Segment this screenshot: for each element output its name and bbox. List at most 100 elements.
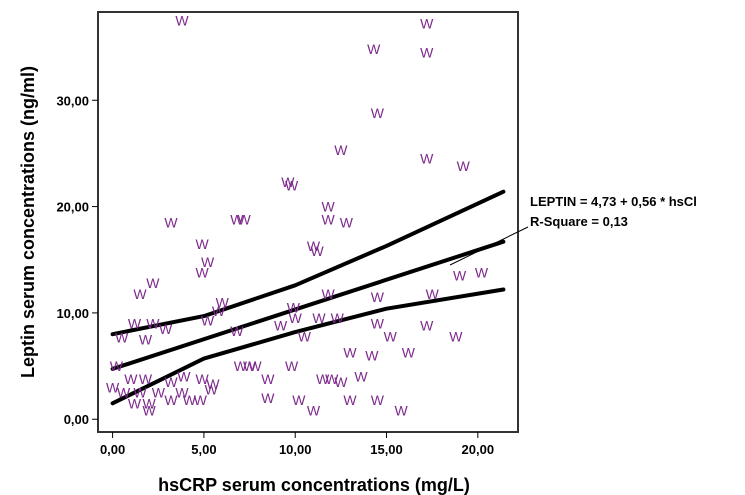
x-axis-ticks: 0,00 5,00 10,00 15,00 20,00: [100, 432, 494, 457]
data-point-73: W: [128, 395, 142, 411]
fit-line-2: [110, 239, 506, 371]
data-point-7: W: [420, 151, 434, 167]
r-square-label: R-Square = 0,13: [530, 214, 628, 229]
x-axis-title: hsCRP serum concentrations (mg/L): [158, 475, 470, 495]
fit-lines: [110, 189, 506, 406]
data-point-5: W: [371, 105, 385, 121]
data-point-54: W: [248, 358, 262, 374]
data-point-55: W: [285, 358, 299, 374]
data-point-62: W: [261, 371, 275, 387]
data-point-80: W: [343, 392, 357, 408]
data-point-70: W: [152, 385, 166, 401]
data-point-28: W: [426, 286, 440, 302]
data-point-10: W: [285, 177, 299, 193]
data-point-19: W: [201, 254, 215, 270]
data-point-84: W: [394, 403, 408, 419]
data-point-9: W: [281, 174, 295, 190]
data-point-40: W: [420, 318, 434, 334]
data-point-15: W: [340, 215, 354, 231]
data-point-68: W: [117, 385, 131, 401]
data-point-30: W: [475, 265, 489, 281]
data-point-79: W: [292, 392, 306, 408]
data-point-13: W: [230, 211, 244, 227]
x-tick-label: 10,00: [279, 442, 312, 457]
data-point-46: W: [384, 328, 398, 344]
data-point-44: W: [274, 318, 288, 334]
data-point-29: W: [453, 268, 467, 284]
data-point-63: W: [316, 371, 330, 387]
x-tick-label: 0,00: [100, 442, 125, 457]
data-point-59: W: [177, 369, 191, 385]
data-point-43: W: [230, 323, 244, 339]
data-point-21: W: [195, 265, 209, 281]
data-point-60: W: [195, 371, 209, 387]
data-point-76: W: [183, 392, 197, 408]
data-point-35: W: [201, 312, 215, 328]
data-point-72: W: [205, 382, 219, 398]
data-point-74: W: [142, 395, 156, 411]
data-point-49: W: [365, 347, 379, 363]
data-point-22: W: [146, 275, 160, 291]
y-axis-ticks: 0,00 10,00 20,00 30,00: [56, 93, 98, 427]
data-point-4: W: [420, 44, 434, 60]
data-point-6: W: [334, 142, 348, 158]
data-point-33: W: [146, 316, 160, 332]
data-point-8: W: [457, 158, 471, 174]
y-tick-label: 0,00: [64, 412, 89, 427]
data-point-31: W: [287, 300, 301, 316]
data-point-71: W: [175, 385, 189, 401]
x-tick-label: 20,00: [462, 442, 495, 457]
data-point-18: W: [307, 238, 321, 254]
plot-frame: [97, 11, 519, 433]
annotation-leader-line: [449, 226, 529, 266]
fit-line-3: [110, 189, 506, 337]
data-point-64: W: [325, 371, 339, 387]
data-point-82: W: [142, 403, 156, 419]
data-point-77: W: [194, 392, 208, 408]
data-point-61: W: [206, 376, 220, 392]
data-point-53: W: [243, 358, 257, 374]
data-point-51: W: [110, 358, 124, 374]
data-point-23: W: [133, 286, 147, 302]
data-point-69: W: [133, 385, 147, 401]
y-tick-label: 10,00: [56, 306, 89, 321]
data-point-11: W: [321, 199, 335, 215]
data-point-42: W: [139, 332, 153, 348]
y-axis-title: Leptin serum concentrations (ng/ml): [18, 66, 38, 378]
data-point-12: W: [321, 211, 335, 227]
x-tick-label: 5,00: [191, 442, 216, 457]
x-tick-label: 15,00: [370, 442, 403, 457]
data-point-75: W: [164, 392, 178, 408]
data-point-81: W: [371, 392, 385, 408]
data-point-3: W: [367, 41, 381, 57]
data-point-45: W: [298, 328, 312, 344]
data-point-47: W: [449, 328, 463, 344]
data-point-16: W: [164, 215, 178, 231]
data-point-83: W: [307, 403, 321, 419]
data-point-20: W: [310, 243, 324, 259]
data-point-52: W: [234, 358, 248, 374]
data-point-48: W: [343, 344, 357, 360]
data-point-50: W: [402, 344, 416, 360]
data-point-56: W: [124, 371, 138, 387]
data-point-37: W: [312, 310, 326, 326]
y-tick-label: 20,00: [56, 200, 89, 215]
data-point-27: W: [371, 289, 385, 305]
fit-line-1: [110, 287, 506, 406]
data-point-36: W: [289, 310, 303, 326]
data-point-58: W: [164, 374, 178, 390]
data-point-38: W: [331, 310, 345, 326]
data-point-1: W: [175, 13, 189, 29]
data-point-67: W: [106, 379, 120, 395]
data-point-14: W: [237, 211, 251, 227]
data-point-41: W: [115, 329, 129, 345]
data-point-25: W: [212, 303, 226, 319]
y-tick-label: 30,00: [56, 93, 89, 108]
data-point-57: W: [139, 371, 153, 387]
regression-equation: LEPTIN = 4,73 + 0,56 * hsCl: [530, 194, 697, 209]
data-point-78: W: [261, 390, 275, 406]
data-point-66: W: [354, 369, 368, 385]
data-point-17: W: [195, 236, 209, 252]
data-point-24: W: [216, 294, 230, 310]
